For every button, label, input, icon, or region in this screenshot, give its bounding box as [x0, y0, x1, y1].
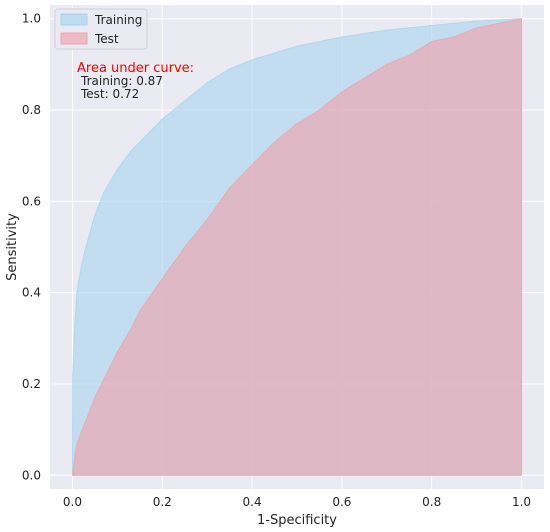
- y-tick-label: 0.4: [22, 286, 41, 300]
- series-areas: [71, 18, 523, 476]
- x-axis-ticks: 0.0 0.2 0.4 0.6 0.8 1.0: [63, 495, 531, 509]
- auc-title: Area under curve:: [77, 61, 194, 76]
- x-tick-label: 0.4: [243, 495, 262, 509]
- y-tick-label: 0.0: [22, 468, 41, 482]
- x-tick-label: 0.0: [63, 495, 82, 509]
- auc-annotation: Area under curve: Training: 0.87 Test: 0…: [77, 61, 194, 101]
- y-axis-ticks: 0.0 0.2 0.4 0.6 0.8 1.0: [22, 12, 41, 483]
- y-tick-label: 0.2: [22, 377, 41, 391]
- auc-test: Test: 0.72: [80, 87, 139, 101]
- x-axis-title: 1-Specificity: [257, 513, 337, 528]
- x-tick-label: 0.2: [153, 495, 172, 509]
- area-test: [71, 18, 523, 476]
- y-axis-title: Sensitivity: [5, 213, 20, 281]
- x-tick-label: 1.0: [512, 495, 531, 509]
- legend-swatch-test: [60, 32, 88, 45]
- legend-swatch-training: [60, 13, 88, 26]
- y-tick-label: 0.8: [22, 103, 41, 117]
- legend-label-test: Test: [94, 32, 119, 46]
- x-tick-label: 0.8: [422, 495, 441, 509]
- y-tick-label: 0.6: [22, 194, 41, 208]
- x-tick-label: 0.6: [332, 495, 351, 509]
- legend: Training Test: [54, 8, 148, 50]
- auc-training: Training: 0.87: [80, 74, 163, 88]
- y-tick-label: 1.0: [22, 12, 41, 26]
- legend-label-training: Training: [94, 13, 142, 27]
